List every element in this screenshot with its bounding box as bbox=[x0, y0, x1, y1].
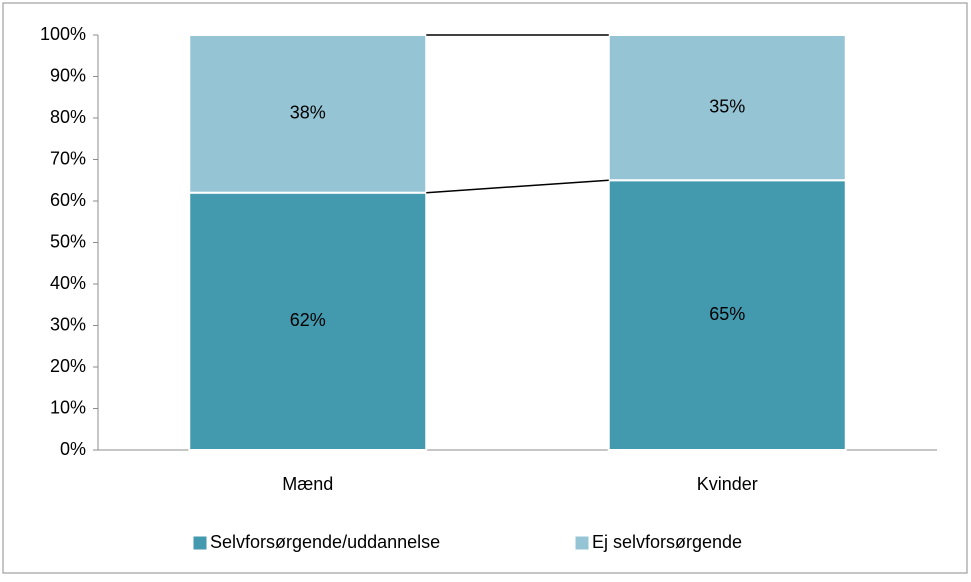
bar-segment bbox=[188, 34, 428, 194]
series-line bbox=[426, 179, 609, 194]
y-tick-label: 30% bbox=[50, 314, 86, 334]
y-tick-label: 100% bbox=[40, 24, 86, 44]
bar-segment bbox=[188, 191, 428, 451]
y-tick-label: 70% bbox=[50, 148, 86, 168]
data-label: 62% bbox=[290, 310, 326, 330]
y-tick-label: 80% bbox=[50, 107, 86, 127]
legend-swatch bbox=[574, 535, 590, 551]
legend-label: Selvforsørgende/uddannelse bbox=[210, 532, 440, 552]
data-label: 65% bbox=[709, 304, 745, 324]
legend-label: Ej selvforsørgende bbox=[592, 532, 742, 552]
y-tick-label: 0% bbox=[60, 439, 86, 459]
y-tick-label: 50% bbox=[50, 231, 86, 251]
x-tick-label: Kvinder bbox=[697, 474, 758, 494]
y-tick-label: 40% bbox=[50, 273, 86, 293]
data-label: 38% bbox=[290, 103, 326, 123]
data-label: 35% bbox=[709, 96, 745, 116]
y-tick-label: 90% bbox=[50, 65, 86, 85]
y-tick-label: 10% bbox=[50, 397, 86, 417]
x-tick-label: Mænd bbox=[282, 474, 333, 494]
y-tick-label: 20% bbox=[50, 356, 86, 376]
y-tick-label: 60% bbox=[50, 190, 86, 210]
bar-segment bbox=[607, 179, 847, 451]
legend-swatch bbox=[192, 535, 208, 551]
bar-segment bbox=[607, 34, 847, 182]
